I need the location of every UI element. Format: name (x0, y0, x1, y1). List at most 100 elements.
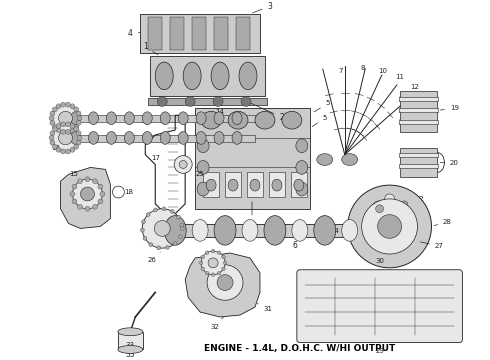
Circle shape (70, 192, 75, 197)
Circle shape (52, 125, 57, 130)
Circle shape (77, 135, 82, 140)
Ellipse shape (155, 62, 173, 90)
Text: 5: 5 (312, 115, 327, 126)
Circle shape (376, 205, 384, 213)
Circle shape (157, 246, 161, 250)
Circle shape (58, 131, 73, 145)
Circle shape (51, 124, 79, 152)
Circle shape (208, 258, 218, 268)
Ellipse shape (196, 112, 206, 125)
Text: 17: 17 (151, 154, 160, 161)
Ellipse shape (342, 220, 358, 241)
Circle shape (201, 255, 204, 259)
Circle shape (348, 185, 432, 268)
Circle shape (56, 128, 61, 132)
Text: 5: 5 (314, 100, 330, 112)
Circle shape (371, 201, 388, 217)
Circle shape (185, 96, 195, 107)
Circle shape (56, 147, 61, 152)
Bar (269, 172, 285, 197)
Ellipse shape (255, 111, 275, 129)
Ellipse shape (214, 216, 236, 245)
Circle shape (201, 251, 225, 275)
Bar (247, 172, 263, 197)
Text: 29: 29 (375, 342, 384, 355)
Ellipse shape (196, 131, 206, 144)
Ellipse shape (118, 328, 143, 336)
Circle shape (73, 179, 102, 209)
Circle shape (66, 122, 71, 127)
Circle shape (146, 212, 150, 216)
Circle shape (49, 135, 54, 140)
Bar (203, 172, 219, 197)
Ellipse shape (214, 131, 224, 144)
Bar (61, 115, 255, 122)
Text: 7: 7 (339, 68, 343, 74)
Circle shape (170, 210, 174, 213)
Bar (398, 108, 439, 112)
Circle shape (199, 261, 203, 265)
Circle shape (74, 127, 79, 131)
Circle shape (66, 129, 71, 134)
Polygon shape (61, 167, 110, 229)
Circle shape (52, 127, 57, 131)
Text: 28: 28 (434, 219, 452, 226)
Text: 12: 12 (411, 84, 419, 90)
Text: 33: 33 (125, 350, 135, 359)
Text: 18: 18 (124, 189, 133, 195)
Bar (140, 14, 260, 53)
Circle shape (50, 121, 55, 125)
Ellipse shape (71, 112, 80, 125)
Bar (195, 108, 310, 209)
Ellipse shape (160, 131, 170, 144)
Circle shape (61, 122, 66, 127)
Circle shape (142, 220, 146, 224)
Ellipse shape (242, 220, 258, 241)
Circle shape (77, 204, 82, 209)
Circle shape (85, 206, 90, 211)
Bar (170, 17, 184, 50)
Circle shape (52, 107, 57, 112)
Bar (398, 96, 439, 100)
Text: 16: 16 (51, 145, 60, 151)
Circle shape (61, 129, 66, 134)
Ellipse shape (292, 220, 308, 241)
Circle shape (56, 123, 61, 129)
Text: 14: 14 (203, 109, 224, 117)
Circle shape (70, 104, 75, 109)
Circle shape (217, 275, 233, 291)
Circle shape (52, 144, 57, 149)
Ellipse shape (282, 111, 302, 129)
Circle shape (50, 140, 55, 145)
Bar (214, 17, 228, 50)
Circle shape (180, 226, 184, 230)
Circle shape (176, 215, 181, 219)
Ellipse shape (178, 112, 188, 125)
Circle shape (173, 242, 177, 246)
Circle shape (74, 144, 79, 149)
Circle shape (397, 197, 412, 211)
Circle shape (217, 251, 221, 255)
Circle shape (61, 149, 66, 154)
Circle shape (378, 215, 401, 238)
Ellipse shape (296, 161, 308, 174)
Ellipse shape (250, 179, 260, 191)
Circle shape (93, 179, 98, 184)
Circle shape (213, 96, 223, 107)
Circle shape (50, 131, 55, 136)
Circle shape (362, 199, 417, 254)
Bar (291, 172, 307, 197)
Ellipse shape (228, 179, 238, 191)
Text: 3: 3 (252, 1, 272, 13)
Ellipse shape (264, 216, 286, 245)
Text: 25: 25 (186, 166, 204, 177)
Circle shape (211, 249, 215, 253)
Ellipse shape (214, 112, 224, 125)
FancyBboxPatch shape (297, 270, 463, 343)
Ellipse shape (232, 112, 242, 125)
Text: 11: 11 (395, 74, 404, 80)
Circle shape (149, 243, 153, 247)
Circle shape (221, 255, 225, 259)
Ellipse shape (296, 182, 308, 196)
Bar (148, 98, 267, 105)
